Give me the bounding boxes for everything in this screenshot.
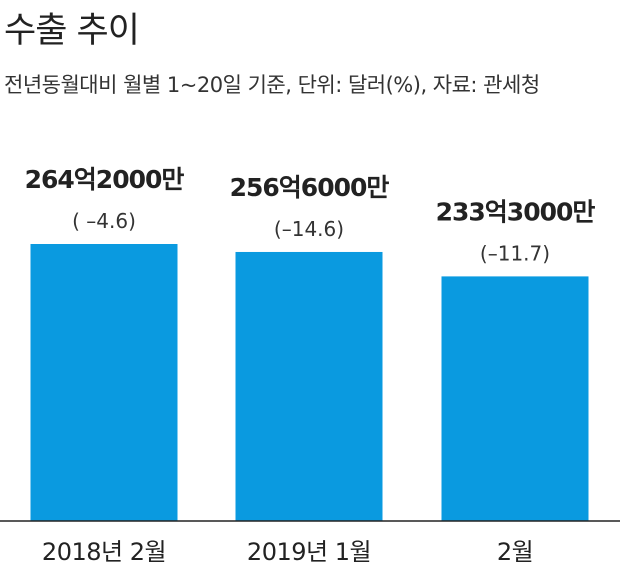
value-label-2: 256억6000만 [230,173,390,202]
change-label-2: (–14.6) [274,217,344,241]
x-tick-label-1: 2018년 2월 [42,538,166,566]
change-label-3: (–11.7) [480,241,550,265]
chart-title: 수출 추이 [4,11,140,51]
value-label-1: 264억2000만 [25,165,185,194]
bar-2 [235,251,383,521]
change-label-1: ( –4.6) [72,209,136,233]
bar-3 [441,276,589,521]
bar-1 [30,244,178,521]
x-tick-label-2: 2019년 1월 [247,538,371,566]
bars-group [30,244,589,521]
chart-subtitle: 전년동월대비 월별 1~20일 기준, 단위: 달러(%), 자료: 관세청 [4,73,540,97]
labels-group: 264억2000만 ( –4.6) 2018년 2월 256억6000만 (–14.6)… [25,165,597,566]
x-tick-label-3: 2월 [497,538,533,566]
value-label-3: 233억3000만 [436,197,596,226]
